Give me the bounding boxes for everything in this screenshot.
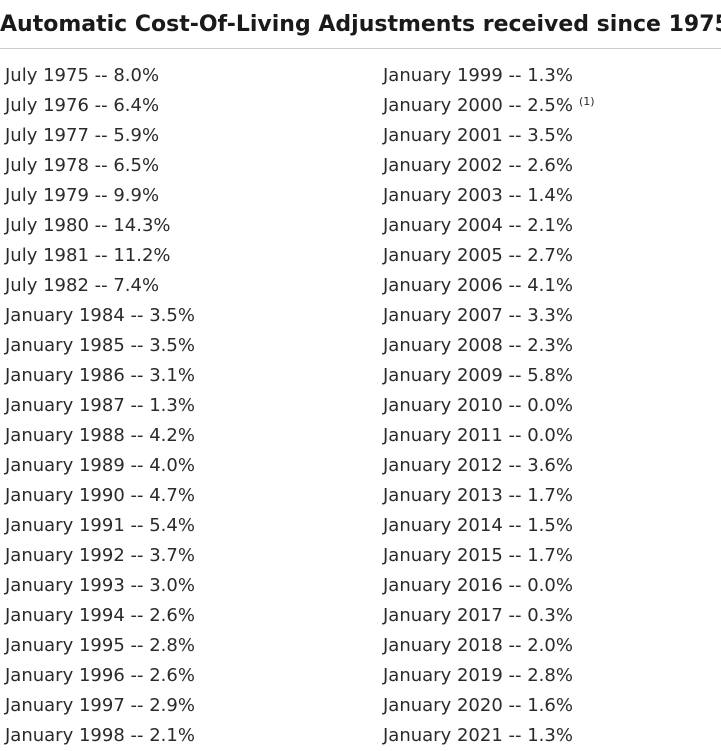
entry-text: January 2019 -- 2.8%: [383, 665, 573, 686]
entry-text: January 1998 -- 2.1%: [5, 725, 195, 746]
entry: January 1987 -- 1.3%: [5, 395, 195, 417]
entry: January 1995 -- 2.8%: [5, 635, 195, 657]
entry-text: January 1997 -- 2.9%: [5, 695, 195, 716]
entry-text: January 1992 -- 3.7%: [5, 545, 195, 566]
entry-text: January 1987 -- 1.3%: [5, 395, 195, 416]
entry: January 2018 -- 2.0%: [383, 635, 573, 657]
entry-text: July 1978 -- 6.5%: [5, 155, 160, 176]
entry: January 2008 -- 2.3%: [383, 335, 573, 357]
entry-text: January 2004 -- 2.1%: [383, 215, 573, 236]
entry: January 2002 -- 2.6%: [383, 155, 573, 177]
entry-text: January 2008 -- 2.3%: [383, 335, 573, 356]
entry: January 1996 -- 2.6%: [5, 665, 195, 687]
entry-text: January 2014 -- 1.5%: [383, 515, 573, 536]
entry: January 2021 -- 1.3%: [383, 725, 573, 747]
entry-text: January 2005 -- 2.7%: [383, 245, 573, 266]
entry-text: July 1976 -- 6.4%: [5, 95, 160, 116]
entry: January 2016 -- 0.0%: [383, 575, 573, 597]
entry-text: January 2013 -- 1.7%: [383, 485, 573, 506]
entry: July 1982 -- 7.4%: [5, 275, 159, 297]
entry-text: July 1979 -- 9.9%: [5, 185, 160, 206]
entry: January 1998 -- 2.1%: [5, 725, 195, 747]
entry-text: January 2021 -- 1.3%: [383, 725, 573, 746]
entry: July 1976 -- 6.4%: [5, 95, 159, 117]
entry-text: January 1993 -- 3.0%: [5, 575, 195, 596]
entry-text: January 2009 -- 5.8%: [383, 365, 573, 386]
entry: January 2015 -- 1.7%: [383, 545, 573, 567]
entry-text: January 1990 -- 4.7%: [5, 485, 195, 506]
entry-text: January 1995 -- 2.8%: [5, 635, 195, 656]
entry: January 1993 -- 3.0%: [5, 575, 195, 597]
entry: January 2020 -- 1.6%: [383, 695, 573, 717]
entry: January 2012 -- 3.6%: [383, 455, 573, 477]
entry-text: January 2007 -- 3.3%: [383, 305, 573, 326]
entry: January 1991 -- 5.4%: [5, 515, 195, 537]
entry: January 2014 -- 1.5%: [383, 515, 573, 537]
entry: July 1980 -- 14.3%: [5, 215, 171, 237]
entry-text: January 1985 -- 3.5%: [5, 335, 195, 356]
entry-text: July 1975 -- 8.0%: [5, 65, 160, 86]
entry: January 2006 -- 4.1%: [383, 275, 573, 297]
entry: January 1992 -- 3.7%: [5, 545, 195, 567]
entry: January 1988 -- 4.2%: [5, 425, 195, 447]
entry: January 2001 -- 3.5%: [383, 125, 573, 147]
entry-text: January 2001 -- 3.5%: [383, 125, 573, 146]
entry: January 2000 -- 2.5% (1): [383, 95, 595, 117]
entry-text: January 2016 -- 0.0%: [383, 575, 573, 596]
entry-text: January 1994 -- 2.6%: [5, 605, 195, 626]
entry-text: January 2012 -- 3.6%: [383, 455, 573, 476]
entry: July 1975 -- 8.0%: [5, 65, 159, 87]
entry-text: July 1981 -- 11.2%: [5, 245, 171, 266]
entry: January 2003 -- 1.4%: [383, 185, 573, 207]
entry-text: January 2006 -- 4.1%: [383, 275, 573, 296]
footnote-marker: (1): [578, 95, 595, 108]
entry-text: January 1984 -- 3.5%: [5, 305, 195, 326]
entry-text: January 1996 -- 2.6%: [5, 665, 195, 686]
entry-text: January 2017 -- 0.3%: [383, 605, 573, 626]
entry: January 1984 -- 3.5%: [5, 305, 195, 327]
entry-text: January 2003 -- 1.4%: [383, 185, 573, 206]
entry: January 2010 -- 0.0%: [383, 395, 573, 417]
entry-text: January 2018 -- 2.0%: [383, 635, 573, 656]
entry: January 1986 -- 3.1%: [5, 365, 195, 387]
entry: January 2011 -- 0.0%: [383, 425, 573, 447]
entry-text: January 1988 -- 4.2%: [5, 425, 195, 446]
divider: [0, 48, 721, 49]
entry: January 2009 -- 5.8%: [383, 365, 573, 387]
entry-text: January 1986 -- 3.1%: [5, 365, 195, 386]
entry-text: January 2002 -- 2.6%: [383, 155, 573, 176]
entry: January 2004 -- 2.1%: [383, 215, 573, 237]
entry: July 1977 -- 5.9%: [5, 125, 159, 147]
entry: January 1990 -- 4.7%: [5, 485, 195, 507]
entry-text: July 1982 -- 7.4%: [5, 275, 160, 296]
entry: January 2017 -- 0.3%: [383, 605, 573, 627]
entry: January 2019 -- 2.8%: [383, 665, 573, 687]
entry: July 1978 -- 6.5%: [5, 155, 159, 177]
entry-text: January 1989 -- 4.0%: [5, 455, 195, 476]
entry-text: January 1999 -- 1.3%: [383, 65, 573, 86]
entry-text: January 2011 -- 0.0%: [383, 425, 573, 446]
entry-text: July 1980 -- 14.3%: [5, 215, 171, 236]
entry: January 1999 -- 1.3%: [383, 65, 573, 87]
entry-text: January 2015 -- 1.7%: [383, 545, 573, 566]
entry: January 1989 -- 4.0%: [5, 455, 195, 477]
entry-text: January 2020 -- 1.6%: [383, 695, 573, 716]
entry: January 2005 -- 2.7%: [383, 245, 573, 267]
entry: January 1985 -- 3.5%: [5, 335, 195, 357]
entry-text: July 1977 -- 5.9%: [5, 125, 160, 146]
entry: January 1994 -- 2.6%: [5, 605, 195, 627]
entry: July 1979 -- 9.9%: [5, 185, 159, 207]
title: Automatic Cost-Of-Living Adjustments rec…: [0, 12, 721, 37]
entry-text: January 1991 -- 5.4%: [5, 515, 195, 536]
entry: January 2007 -- 3.3%: [383, 305, 573, 327]
entry: January 1997 -- 2.9%: [5, 695, 195, 717]
entry: January 2013 -- 1.7%: [383, 485, 573, 507]
entry-text: January 2010 -- 0.0%: [383, 395, 573, 416]
entry-text: January 2000 -- 2.5%: [383, 95, 573, 116]
entry: July 1981 -- 11.2%: [5, 245, 171, 267]
